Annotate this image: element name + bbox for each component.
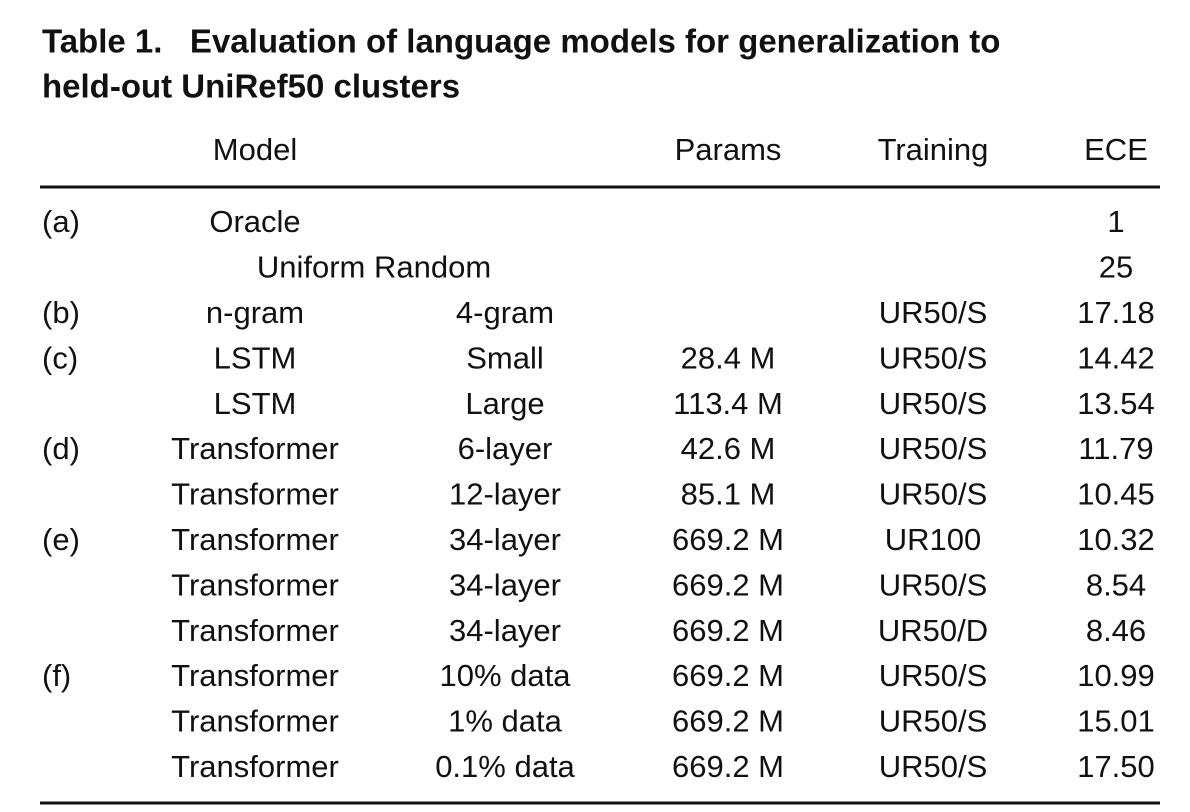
cell-params: 669.2 M: [672, 613, 784, 648]
cell-model: Transformer: [171, 567, 339, 602]
cell-params: 669.2 M: [672, 522, 784, 557]
cell-training: UR50/S: [879, 749, 988, 784]
cell-training: UR50/S: [879, 386, 988, 421]
cell-variant: 6-layer: [458, 431, 553, 466]
cell-training: UR50/S: [879, 295, 988, 330]
cell-params: 669.2 M: [672, 567, 784, 602]
cell-model: Oracle: [209, 204, 300, 239]
cell-model: Transformer: [171, 477, 339, 512]
cell-ece: 17.18: [1077, 295, 1155, 330]
cell-params: 42.6 M: [681, 431, 776, 466]
cell-model: Transformer: [171, 749, 339, 784]
cell-params: 85.1 M: [681, 477, 776, 512]
cell-ece: 8.46: [1086, 613, 1146, 648]
cell-params: 669.2 M: [672, 704, 784, 739]
header-cell: ECE: [1084, 132, 1148, 167]
cell-ece: 11.79: [1078, 431, 1153, 466]
cell-ece: 13.54: [1077, 386, 1155, 421]
cell-training: UR50/S: [879, 340, 988, 375]
cell-ece: 10.45: [1077, 477, 1155, 512]
cell-ece: 14.42: [1077, 340, 1155, 375]
cell-params: 669.2 M: [672, 658, 784, 693]
cell-variant: Large: [465, 386, 544, 421]
cell-ece: 17.50: [1077, 749, 1155, 784]
cell-variant: 34-layer: [449, 522, 561, 557]
cell-ece: 25: [1099, 250, 1133, 285]
cell-model: Transformer: [171, 522, 339, 557]
cell-training: UR50/S: [879, 658, 988, 693]
cell-group: (f): [42, 658, 71, 693]
title-line: held-out UniRef50 clusters: [42, 68, 460, 105]
cell-group: (a): [42, 204, 80, 239]
cell-ece: 8.54: [1086, 567, 1146, 602]
cell-training: UR50/S: [879, 567, 988, 602]
cell-variant: 34-layer: [449, 613, 561, 648]
cell-group: (d): [42, 431, 80, 466]
cell-model: Transformer: [171, 704, 339, 739]
cell-group: (c): [42, 340, 78, 375]
cell-model: LSTM: [214, 340, 297, 375]
cell-params: 28.4 M: [681, 340, 776, 375]
cell-model-span: Uniform Random: [257, 250, 491, 285]
cell-variant: 12-layer: [449, 477, 561, 512]
cell-model: Transformer: [171, 431, 339, 466]
cell-ece: 10.99: [1077, 658, 1155, 693]
cell-model: Transformer: [171, 613, 339, 648]
cell-model: LSTM: [214, 386, 297, 421]
cell-ece: 1: [1107, 204, 1124, 239]
cell-params: 669.2 M: [672, 749, 784, 784]
cell-group: (e): [42, 522, 80, 557]
cell-params: 113.4 M: [673, 386, 783, 421]
cell-training: UR50/S: [879, 704, 988, 739]
cell-variant: 34-layer: [449, 567, 561, 602]
cell-variant: Small: [466, 340, 544, 375]
cell-variant: 4-gram: [456, 295, 554, 330]
cell-training: UR50/D: [878, 613, 988, 648]
cell-variant: 0.1% data: [435, 749, 575, 784]
cell-ece: 10.32: [1077, 522, 1155, 557]
cell-training: UR50/S: [879, 477, 988, 512]
cell-model: Transformer: [171, 658, 339, 693]
header-cell: Model: [213, 132, 297, 167]
cell-training: UR100: [885, 522, 982, 557]
cell-ece: 15.01: [1077, 704, 1155, 739]
cell-variant: 1% data: [448, 704, 563, 739]
cell-group: (b): [42, 295, 80, 330]
title-line: Table 1. Evaluation of language models f…: [42, 23, 1000, 60]
cell-training: UR50/S: [879, 431, 988, 466]
cell-variant: 10% data: [440, 658, 572, 693]
header-cell: Params: [675, 132, 782, 167]
header-cell: Training: [878, 132, 989, 167]
cell-model: n-gram: [206, 295, 304, 330]
